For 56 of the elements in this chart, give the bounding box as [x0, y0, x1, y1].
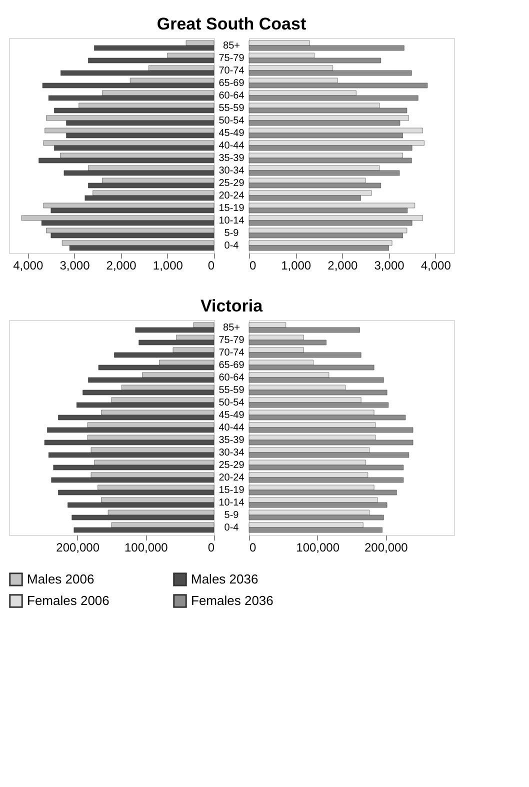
y-tick-label: 60-64: [218, 90, 245, 102]
legend-label: Males 2036: [191, 571, 258, 586]
y-tick-label: 30-34: [218, 448, 245, 458]
y-tick-label: 70-74: [218, 66, 245, 76]
chart-title: Victoria: [200, 296, 264, 316]
x-tick-label: 200,000: [364, 540, 408, 554]
y-tick-label: 85+: [223, 322, 240, 334]
x-tick-label: 200,000: [56, 540, 100, 554]
y-tick-label: 25-29: [218, 178, 245, 189]
x-tick-label: 4,000: [13, 258, 44, 272]
x-tick-label: 4,000: [420, 258, 452, 272]
y-tick-label: 70-74: [218, 348, 245, 358]
y-tick-label: 75-79: [218, 53, 245, 64]
y-tick-label: 25-29: [218, 460, 245, 471]
y-tick-label: 50-54: [218, 116, 245, 126]
y-tick-label: 50-54: [218, 398, 245, 408]
y-tick-label: 5-9: [224, 228, 240, 239]
y-tick-label: 45-49: [218, 128, 245, 139]
y-tick-label: 75-79: [218, 335, 245, 346]
x-tick-label: 2,000: [328, 258, 358, 272]
legend-label: Males 2006: [27, 571, 94, 586]
y-tick-label: 55-59: [218, 385, 245, 396]
x-tick-label: 1,000: [281, 258, 312, 272]
y-tick-label: 10-14: [218, 216, 245, 226]
x-tick-label: 2,000: [106, 258, 137, 272]
x-tick-label: 1,000: [152, 258, 184, 272]
y-tick-label: 15-19: [218, 485, 245, 496]
y-tick-label: 35-39: [218, 435, 245, 446]
y-tick-label: 55-59: [218, 103, 245, 114]
y-tick-label: 5-9: [224, 510, 240, 521]
x-tick-label: 0: [208, 540, 215, 554]
y-tick-label: 60-64: [218, 372, 245, 384]
legend-label: Females 2036: [191, 593, 274, 608]
y-tick-label: 40-44: [218, 422, 245, 434]
x-tick-label: 0: [250, 258, 256, 272]
y-tick-label: 45-49: [218, 410, 245, 421]
y-tick-label: 0-4: [224, 240, 240, 252]
x-tick-label: 100,000: [296, 540, 340, 554]
y-tick-label: 20-24: [218, 190, 245, 202]
x-tick-label: 0: [250, 540, 256, 554]
y-tick-label: 85+: [223, 40, 240, 52]
y-tick-label: 65-69: [218, 78, 245, 89]
x-tick-label: 3,000: [374, 258, 405, 272]
y-tick-label: 65-69: [218, 360, 245, 371]
y-tick-label: 10-14: [218, 498, 245, 508]
y-tick-label: 35-39: [218, 153, 245, 164]
x-tick-label: 100,000: [124, 540, 168, 554]
y-tick-label: 30-34: [218, 166, 245, 176]
y-tick-label: 15-19: [218, 203, 245, 214]
y-tick-label: 40-44: [218, 140, 245, 152]
x-tick-label: 0: [208, 258, 215, 272]
legend-label: Females 2006: [27, 593, 110, 608]
x-tick-label: 3,000: [60, 258, 90, 272]
y-tick-label: 20-24: [218, 472, 245, 484]
chart-title: Great South Coast: [156, 14, 306, 34]
y-tick-label: 0-4: [224, 522, 240, 534]
